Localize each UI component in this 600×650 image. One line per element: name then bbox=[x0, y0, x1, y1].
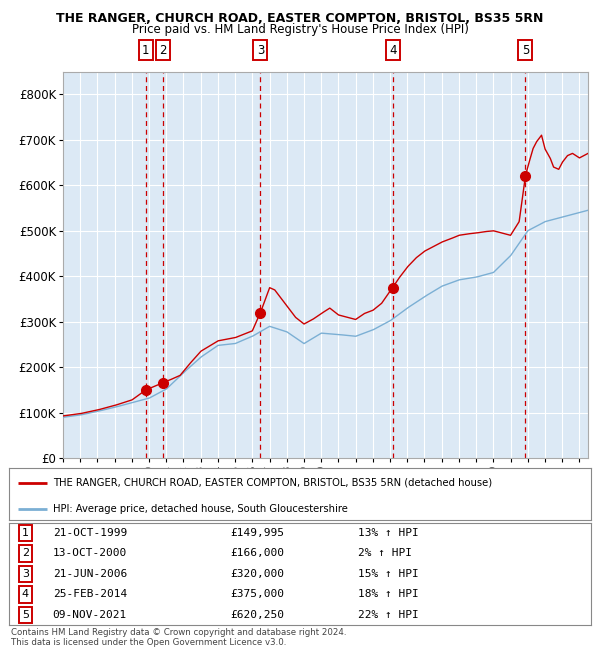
Text: 13-OCT-2000: 13-OCT-2000 bbox=[53, 549, 127, 558]
Text: 3: 3 bbox=[22, 569, 29, 579]
Text: 21-OCT-1999: 21-OCT-1999 bbox=[53, 528, 127, 538]
Text: 4: 4 bbox=[22, 590, 29, 599]
Text: 2: 2 bbox=[22, 549, 29, 558]
Text: 15% ↑ HPI: 15% ↑ HPI bbox=[358, 569, 419, 579]
Text: 13% ↑ HPI: 13% ↑ HPI bbox=[358, 528, 419, 538]
Text: 22% ↑ HPI: 22% ↑ HPI bbox=[358, 610, 419, 620]
Text: £375,000: £375,000 bbox=[230, 590, 284, 599]
Text: 3: 3 bbox=[257, 44, 264, 57]
Text: 5: 5 bbox=[22, 610, 29, 620]
Text: 25-FEB-2014: 25-FEB-2014 bbox=[53, 590, 127, 599]
Text: 2: 2 bbox=[159, 44, 166, 57]
Text: £149,995: £149,995 bbox=[230, 528, 284, 538]
Text: 1: 1 bbox=[142, 44, 149, 57]
Text: £320,000: £320,000 bbox=[230, 569, 284, 579]
Text: 18% ↑ HPI: 18% ↑ HPI bbox=[358, 590, 419, 599]
Text: Contains HM Land Registry data © Crown copyright and database right 2024.
This d: Contains HM Land Registry data © Crown c… bbox=[11, 628, 346, 647]
Text: 4: 4 bbox=[389, 44, 397, 57]
Text: 5: 5 bbox=[521, 44, 529, 57]
Text: £620,250: £620,250 bbox=[230, 610, 284, 620]
Text: £166,000: £166,000 bbox=[230, 549, 284, 558]
Text: 21-JUN-2006: 21-JUN-2006 bbox=[53, 569, 127, 579]
Text: THE RANGER, CHURCH ROAD, EASTER COMPTON, BRISTOL, BS35 5RN (detached house): THE RANGER, CHURCH ROAD, EASTER COMPTON,… bbox=[53, 478, 492, 488]
Text: 09-NOV-2021: 09-NOV-2021 bbox=[53, 610, 127, 620]
Text: 2% ↑ HPI: 2% ↑ HPI bbox=[358, 549, 412, 558]
Text: Price paid vs. HM Land Registry's House Price Index (HPI): Price paid vs. HM Land Registry's House … bbox=[131, 23, 469, 36]
Text: HPI: Average price, detached house, South Gloucestershire: HPI: Average price, detached house, Sout… bbox=[53, 504, 347, 514]
Text: 1: 1 bbox=[22, 528, 29, 538]
Text: THE RANGER, CHURCH ROAD, EASTER COMPTON, BRISTOL, BS35 5RN: THE RANGER, CHURCH ROAD, EASTER COMPTON,… bbox=[56, 12, 544, 25]
